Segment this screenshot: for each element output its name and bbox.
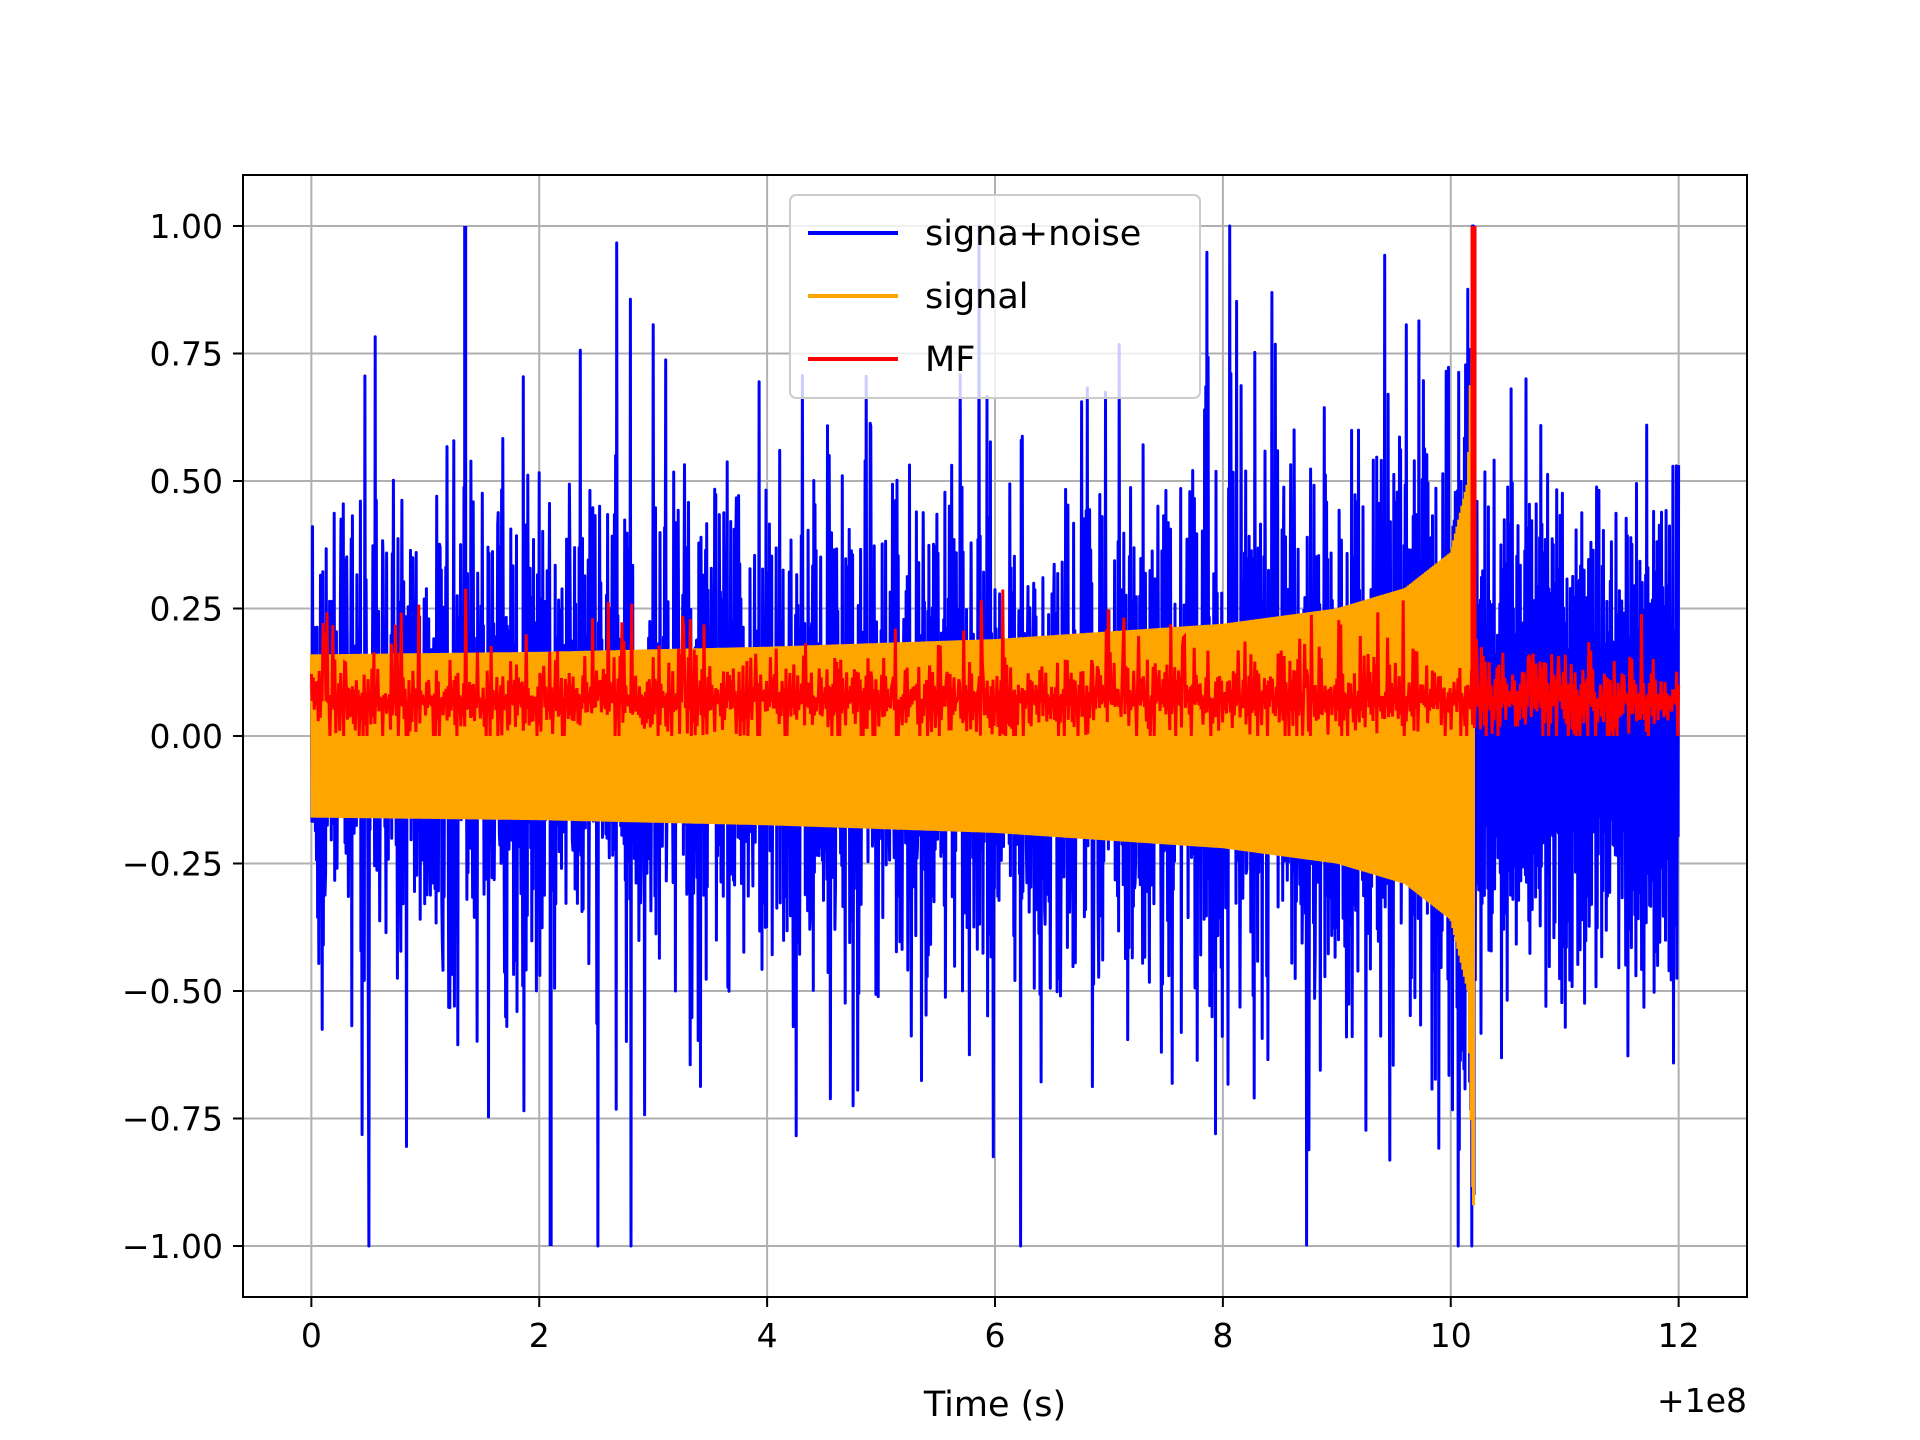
y-tick-label: −1.00: [122, 1227, 223, 1266]
y-tick-label: 0.50: [150, 462, 223, 501]
x-axis-label: Time (s): [923, 1385, 1066, 1425]
y-tick-label: −0.75: [122, 1100, 223, 1139]
y-tick-label: 0.25: [150, 590, 223, 629]
ticks: 0 2 4 6 8 10 12 1.00 0.75 0.50 0.25 0.00 −0.25 −0.50 −…: [122, 207, 1700, 1355]
series-layer: [309, 224, 1681, 1248]
legend-label: signa+noise: [925, 214, 1141, 254]
x-tick-label: 8: [1212, 1316, 1233, 1355]
x-tick-label: 2: [529, 1316, 550, 1355]
x-tick-label: 6: [985, 1316, 1006, 1355]
legend-box: [789, 194, 1201, 399]
legend: signa+noise signal MF: [789, 194, 1201, 399]
x-tick-label: 10: [1430, 1316, 1472, 1355]
y-tick-label: 1.00: [150, 207, 223, 246]
legend-label: MF: [925, 340, 975, 380]
y-tick-label: −0.50: [122, 972, 223, 1011]
y-tick-label: 0.75: [150, 335, 223, 374]
x-tick-label: 12: [1658, 1316, 1700, 1355]
series-line-mf: [309, 588, 1681, 737]
y-tick-label: −0.25: [122, 845, 223, 884]
x-tick-label: 4: [757, 1316, 778, 1355]
x-axis-offset-label: +1e8: [1657, 1381, 1747, 1420]
y-tick-label: 0.00: [150, 717, 223, 756]
x-tick-label: 0: [301, 1316, 322, 1355]
legend-label: signal: [925, 277, 1029, 317]
